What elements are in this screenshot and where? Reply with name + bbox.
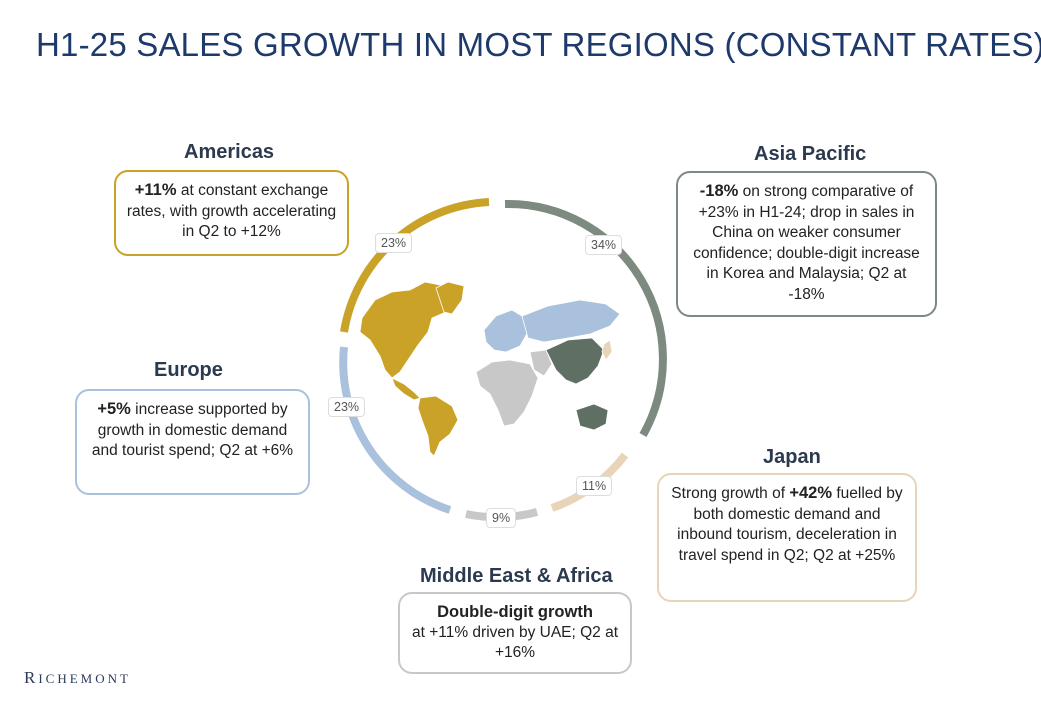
mea-box: Double-digit growth at +11% driven by UAE… (398, 592, 632, 674)
americas-share-label: 23% (375, 233, 413, 253)
asia-pacific-heading: Asia Pacific (754, 143, 867, 165)
japan-highlight: +42% (789, 484, 833, 502)
mea-heading: Middle East & Africa (420, 565, 613, 587)
japan-heading: Japan (763, 446, 821, 468)
mea-text: at +11% driven by UAE; Q2 at +16% (411, 623, 619, 662)
russia-shape (521, 299, 621, 343)
europe-shape (483, 309, 529, 353)
page-title: H1-25 SALES GROWTH IN MOST REGIONS (CONS… (36, 26, 1041, 63)
greenland-shape (435, 281, 465, 315)
south-america-shape (417, 395, 459, 457)
europe-box: +5% increase supported by growth in dome… (75, 389, 310, 495)
europe-heading: Europe (154, 359, 223, 381)
asia-pacific-share-label: 34% (585, 235, 623, 255)
mea-share-label: 9% (486, 508, 517, 528)
americas-highlight: +11% (134, 181, 177, 199)
ring-segment-europe (339, 346, 452, 514)
americas-box: +11% at constant exchange rates, with gr… (114, 170, 349, 256)
japan-box: Strong growth of +42% fuelled by both do… (657, 473, 917, 602)
mea-highlight: Double-digit growth (437, 603, 593, 621)
world-map (359, 281, 621, 457)
japan-share-label: 11% (576, 476, 613, 496)
asia-pacific-box: -18% on strong comparative of +23% in H1… (676, 171, 937, 317)
ring-segment-asia-pacific (504, 199, 667, 437)
japan-shape (601, 339, 613, 361)
europe-text: increase supported by growth in domestic… (91, 401, 294, 459)
europe-highlight: +5% (97, 400, 131, 418)
richemont-logo: RICHEMONT (24, 668, 131, 687)
asia-pacific-text: on strong comparative of +23% in H1-24; … (693, 183, 920, 303)
asia-pacific-highlight: -18% (699, 182, 739, 200)
asia-shape (545, 337, 605, 385)
americas-heading: Americas (184, 141, 275, 163)
australia-shape (575, 403, 609, 431)
japan-text: fuelled by both domestic demand and inbo… (677, 485, 903, 564)
japan-pre-text: Strong growth of (671, 485, 790, 502)
americas-text: at constant exchange rates, with growth … (126, 182, 337, 240)
north-america-shape (359, 281, 453, 379)
africa-shape (475, 359, 539, 427)
central-america-shape (391, 377, 421, 401)
europe-share-label: 23% (328, 397, 366, 417)
middle-east-shape (529, 349, 553, 377)
